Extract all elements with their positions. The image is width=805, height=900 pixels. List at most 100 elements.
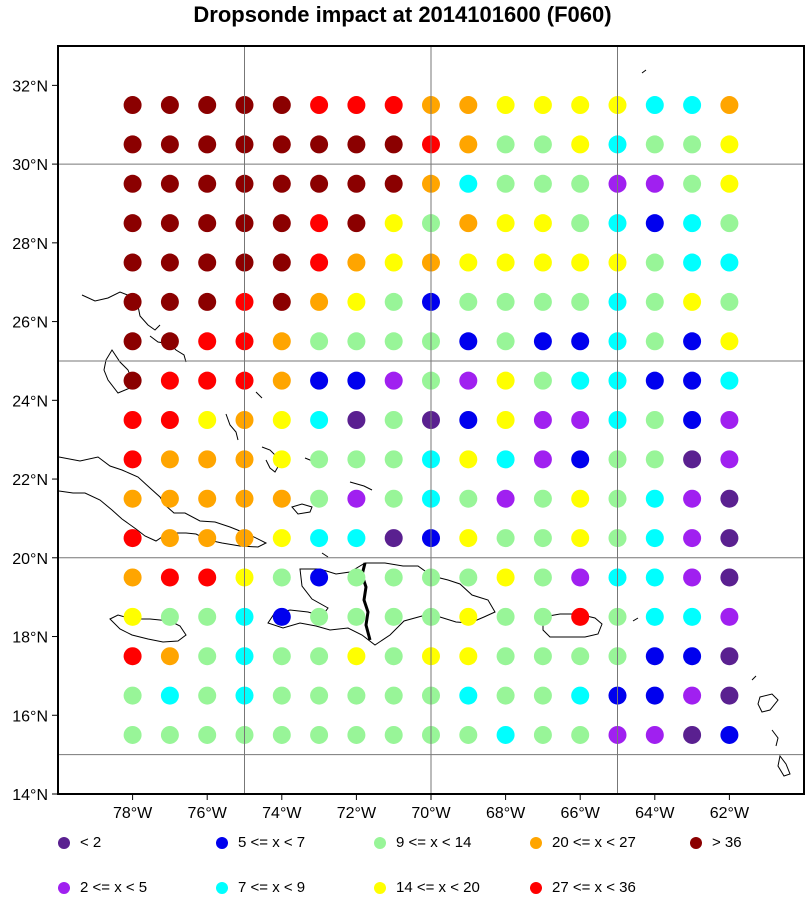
lat-tick-label: 30°N — [12, 157, 48, 174]
impact-marker — [459, 96, 478, 115]
impact-marker — [347, 647, 366, 666]
impact-marker — [272, 174, 291, 193]
impact-marker — [571, 686, 590, 705]
impact-marker — [384, 450, 403, 469]
impact-marker — [310, 96, 329, 115]
coastline-bahamas-1 — [81, 291, 161, 331]
impact-marker — [123, 529, 142, 548]
impact-marker — [571, 725, 590, 744]
impact-marker — [347, 292, 366, 311]
impact-marker — [384, 607, 403, 626]
impact-marker — [459, 292, 478, 311]
impact-marker — [533, 568, 552, 587]
impact-marker — [160, 568, 179, 587]
impact-marker — [645, 214, 664, 233]
impact-marker — [533, 174, 552, 193]
impact-marker — [347, 253, 366, 272]
impact-marker — [310, 450, 329, 469]
impact-marker — [272, 529, 291, 548]
lon-tick-label: 76°W — [188, 805, 228, 822]
lon-tick-label: 68°W — [486, 805, 526, 822]
impact-marker — [384, 253, 403, 272]
impact-marker — [384, 214, 403, 233]
impact-marker — [459, 568, 478, 587]
impact-marker — [720, 647, 739, 666]
impact-marker — [496, 411, 515, 429]
impact-marker — [571, 489, 590, 508]
impact-marker — [160, 529, 179, 548]
impact-marker — [310, 529, 329, 548]
lat-tick-label: 20°N — [12, 551, 48, 568]
impact-marker — [310, 686, 329, 705]
impact-marker — [123, 292, 142, 311]
impact-marker — [720, 686, 739, 705]
impact-marker — [123, 686, 142, 705]
impact-marker — [198, 647, 217, 666]
impact-marker — [720, 411, 739, 429]
impact-marker — [459, 529, 478, 548]
impact-marker — [310, 292, 329, 311]
impact-marker — [198, 96, 217, 115]
impact-marker — [683, 214, 702, 233]
impact-marker — [645, 686, 664, 705]
coastline-bahamas-2 — [103, 349, 133, 394]
coastline-small-3 — [321, 552, 329, 558]
impact-marker — [384, 135, 403, 154]
lat-tick-label: 28°N — [12, 236, 48, 253]
impact-marker — [384, 174, 403, 193]
impact-marker — [160, 371, 179, 390]
impact-marker — [533, 253, 552, 272]
impact-marker — [272, 568, 291, 587]
coastline-small-2 — [255, 391, 263, 399]
lat-tick-label: 22°N — [12, 472, 48, 489]
impact-marker — [645, 607, 664, 626]
lat-tick-label: 18°N — [12, 630, 48, 647]
impact-marker — [720, 489, 739, 508]
impact-marker — [347, 371, 366, 390]
impact-marker — [533, 135, 552, 154]
impact-marker — [720, 214, 739, 233]
impact-marker — [571, 292, 590, 311]
impact-marker — [645, 135, 664, 154]
impact-marker — [496, 529, 515, 548]
impact-marker — [645, 96, 664, 115]
impact-marker — [272, 686, 291, 705]
impact-marker — [683, 253, 702, 272]
impact-marker — [683, 686, 702, 705]
impact-marker — [384, 96, 403, 115]
coastline-antilles-1 — [757, 693, 779, 713]
lat-tick-label: 26°N — [12, 315, 48, 332]
impact-marker — [533, 214, 552, 233]
impact-marker — [384, 489, 403, 508]
impact-marker — [571, 450, 590, 469]
impact-marker — [459, 647, 478, 666]
impact-marker — [683, 489, 702, 508]
impact-marker — [384, 686, 403, 705]
impact-marker — [347, 686, 366, 705]
impact-markers — [123, 96, 739, 744]
impact-marker — [683, 607, 702, 626]
impact-marker — [347, 489, 366, 508]
impact-marker — [272, 647, 291, 666]
lat-tick-label: 16°N — [12, 708, 48, 725]
lon-tick-label: 70°W — [411, 805, 451, 822]
impact-marker — [123, 96, 142, 115]
impact-marker — [571, 371, 590, 390]
impact-marker — [123, 489, 142, 508]
impact-marker — [571, 253, 590, 272]
impact-marker — [533, 292, 552, 311]
impact-marker — [198, 253, 217, 272]
impact-marker — [533, 332, 552, 351]
impact-marker — [272, 96, 291, 115]
impact-marker — [720, 450, 739, 469]
impact-marker — [198, 174, 217, 193]
impact-marker — [496, 253, 515, 272]
impact-marker — [496, 332, 515, 351]
lon-tick-label: 66°W — [561, 805, 601, 822]
impact-marker — [459, 135, 478, 154]
impact-marker — [459, 332, 478, 351]
longitude-labels: 78°W 76°W 74°W 72°W 70°W 68°W 66°W 64°W 62°W — [113, 794, 750, 822]
impact-marker — [384, 568, 403, 587]
impact-marker — [720, 174, 739, 193]
impact-marker — [347, 450, 366, 469]
